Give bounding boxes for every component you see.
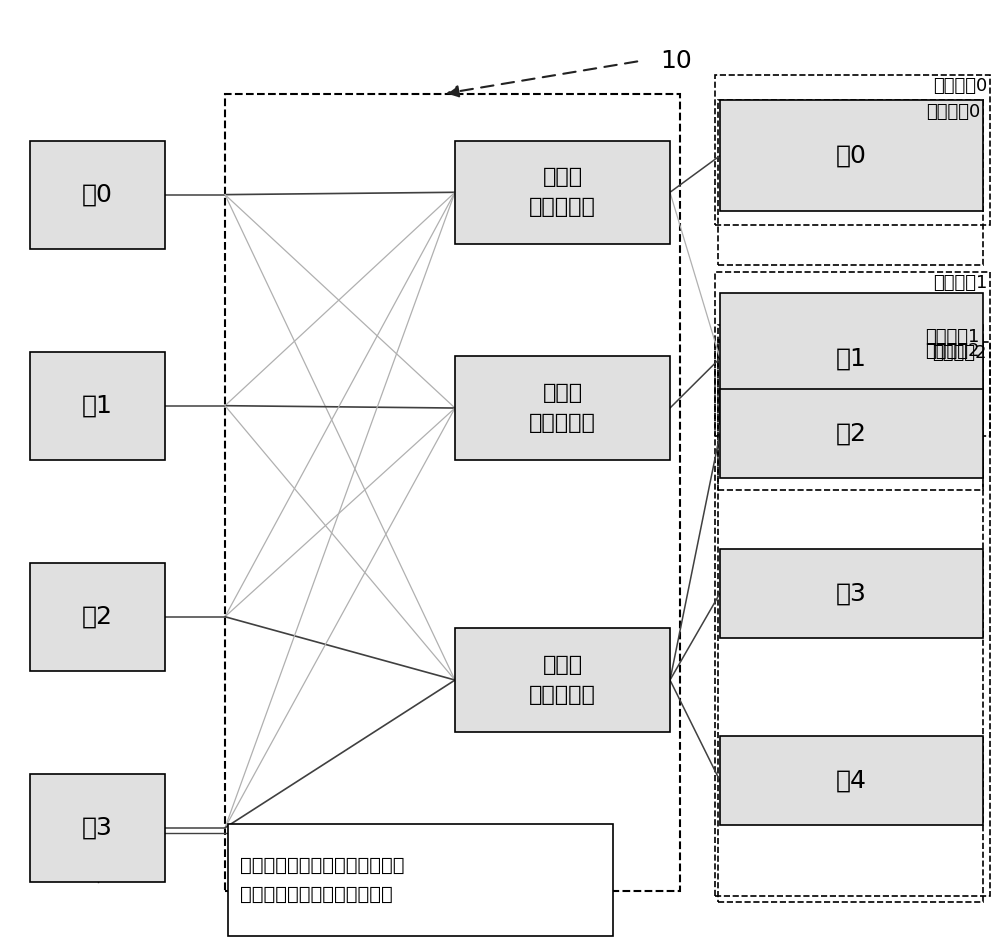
Text: 从设备组2: 从设备组2	[926, 342, 980, 360]
Text: 从2: 从2	[836, 422, 867, 446]
Bar	[455, 356, 670, 460]
Bar	[228, 824, 613, 936]
Text: 从设备组1: 从设备组1	[933, 274, 987, 292]
Text: 主2: 主2	[82, 605, 113, 628]
Bar	[720, 389, 983, 478]
Text: 从1: 从1	[836, 346, 867, 371]
Bar	[715, 75, 990, 225]
Text: 从3: 从3	[836, 582, 867, 605]
Text: 10: 10	[660, 49, 692, 73]
Text: 从设备组0: 从设备组0	[926, 103, 980, 121]
Bar	[718, 100, 983, 265]
Bar	[30, 563, 165, 671]
Bar	[720, 100, 983, 211]
Bar	[715, 272, 990, 436]
Text: 从设备组1: 从设备组1	[926, 328, 980, 346]
Text: 仲裁器
互联选择器: 仲裁器 互联选择器	[529, 384, 596, 432]
Text: 主1: 主1	[82, 394, 113, 417]
Bar	[30, 774, 165, 882]
Bar	[225, 94, 680, 891]
Bar	[720, 736, 983, 825]
Bar	[720, 549, 983, 638]
Text: 主0: 主0	[82, 183, 113, 206]
Bar	[720, 293, 983, 424]
Text: 从4: 从4	[836, 769, 867, 793]
Text: 主3: 主3	[82, 816, 113, 840]
Text: 从设备组0: 从设备组0	[933, 77, 987, 95]
Bar	[455, 628, 670, 732]
Bar	[30, 352, 165, 460]
Text: 主设备至总线控制、选择逻辑之
间的传输时间可能是多个周期: 主设备至总线控制、选择逻辑之 间的传输时间可能是多个周期	[240, 855, 404, 904]
Text: 仲裁器
互联选择器: 仲裁器 互联选择器	[529, 656, 596, 704]
Text: 从设备组2: 从设备组2	[932, 344, 987, 362]
Bar	[718, 340, 983, 902]
Text: 仲裁器
互联选择器: 仲裁器 互联选择器	[529, 168, 596, 217]
Bar	[715, 342, 990, 896]
Bar	[718, 325, 983, 490]
Text: 从0: 从0	[836, 144, 867, 168]
Bar	[455, 141, 670, 244]
Bar	[30, 141, 165, 249]
